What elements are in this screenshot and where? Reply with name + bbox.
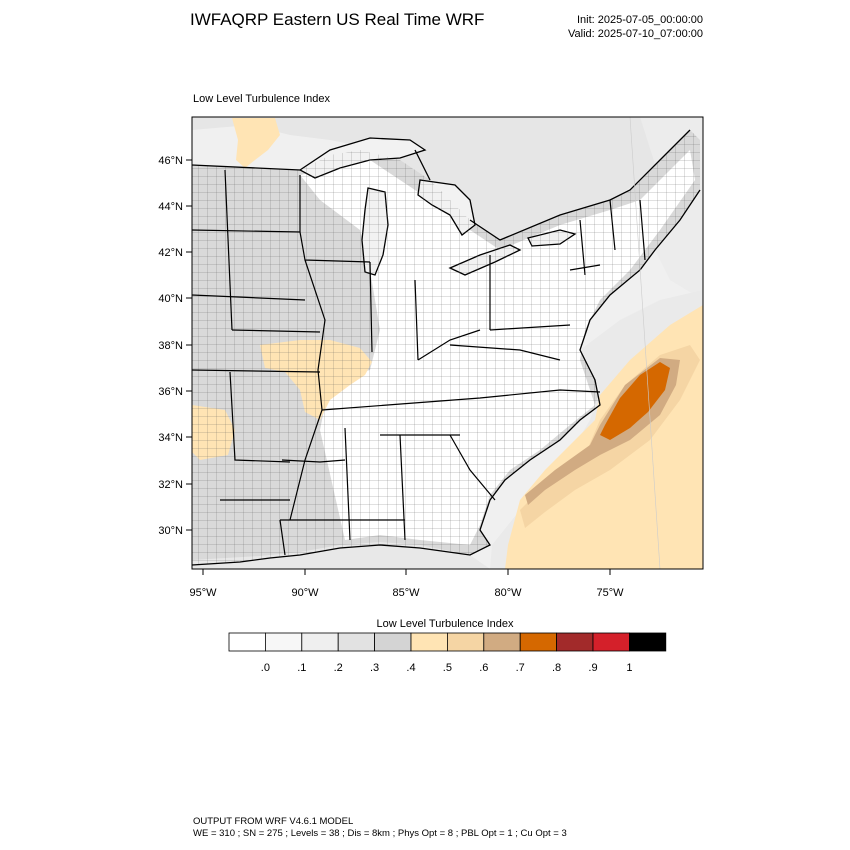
colorbar-swatch — [446, 632, 485, 652]
colorbar-swatch — [374, 632, 412, 652]
init-time: Init: 2025-07-05_00:00:00 — [577, 14, 703, 26]
colorbar-swatch — [556, 632, 594, 652]
county-lines — [192, 130, 700, 565]
lat-label-40: 40°N — [158, 293, 183, 305]
lat-label-34: 34°N — [158, 432, 183, 444]
colorbar-tick-label: .4 — [406, 662, 415, 674]
model-footer: OUTPUT FROM WRF V4.6.1 MODEL WE = 310 ; … — [193, 816, 567, 840]
colorbar-tick-label: .5 — [443, 662, 452, 674]
lon-label-80: 80°W — [494, 587, 522, 599]
footer-line-2: WE = 310 ; SN = 275 ; Levels = 38 ; Dis … — [193, 828, 567, 839]
run-info: Init: 2025-07-05_00:00:00 Valid: 2025-07… — [545, 13, 703, 41]
colorbar-swatch — [519, 632, 558, 652]
colorbar-tick-label: .8 — [552, 662, 561, 674]
graticule — [629, 117, 661, 569]
colorbar-tick-label: .9 — [588, 662, 597, 674]
colorbar-title: Low Level Turbulence Index — [376, 618, 514, 630]
colorbar-swatch — [337, 632, 376, 652]
colorbar-labels: .0 .1 .2 .3 .4 .5 .6 .7 .8 .9 1 — [261, 662, 633, 674]
canada-region — [192, 117, 703, 240]
inland-index-0-5-north — [232, 118, 280, 168]
colorbar-swatch — [264, 632, 303, 652]
lat-label-46: 46°N — [158, 155, 183, 167]
ocean-index-0-8 — [600, 362, 670, 440]
longitude-labels: 95°W 90°W 85°W 80°W 75°W — [189, 587, 624, 599]
colorbar-swatch — [410, 632, 448, 652]
footer-line-1: OUTPUT FROM WRF V4.6.1 MODEL — [193, 816, 354, 827]
colorbar-swatch — [228, 632, 266, 652]
lon-label-95: 95°W — [189, 587, 217, 599]
colorbar-tick-label: 1 — [626, 662, 632, 674]
colorbar-tick-label: .3 — [370, 662, 379, 674]
latitude-ticks — [186, 159, 192, 531]
colorbar-tick-label: .7 — [516, 662, 525, 674]
latitude-labels: 46°N 44°N 42°N 40°N 38°N 36°N 34°N 32°N … — [158, 155, 183, 537]
lon-label-75: 75°W — [596, 587, 624, 599]
lat-label-44: 44°N — [158, 201, 183, 213]
valid-time: Valid: 2025-07-10_07:00:00 — [568, 28, 703, 40]
colorbar-swatch — [592, 632, 630, 652]
colorbar — [228, 632, 667, 652]
map-area — [192, 117, 703, 569]
colorbar-swatch — [629, 632, 667, 652]
colorbar-tick-label: .0 — [261, 662, 270, 674]
us-coastline — [192, 189, 701, 566]
lon-label-90: 90°W — [291, 587, 319, 599]
lat-label-30: 30°N — [158, 525, 183, 537]
colorbar-tick-label: .1 — [297, 662, 306, 674]
canada-border — [192, 129, 691, 241]
gulf-of-mexico — [192, 542, 490, 569]
longitude-ticks — [202, 569, 611, 575]
lon-label-85: 85°W — [392, 587, 420, 599]
colorbar-tick-label: .2 — [334, 662, 343, 674]
lat-label-36: 36°N — [158, 386, 183, 398]
colorbar-tick-label: .6 — [479, 662, 488, 674]
colorbar-swatch — [301, 632, 339, 652]
map-frame — [191, 116, 704, 570]
lat-label-38: 38°N — [158, 340, 183, 352]
colorbar-swatch — [483, 632, 521, 652]
panel-label: Low Level Turbulence Index — [193, 93, 330, 105]
plot-title: IWFAQRP Eastern US Real Time WRF — [190, 10, 485, 29]
lat-label-42: 42°N — [158, 247, 183, 259]
state-boundaries — [192, 169, 646, 556]
lat-label-32: 32°N — [158, 479, 183, 491]
